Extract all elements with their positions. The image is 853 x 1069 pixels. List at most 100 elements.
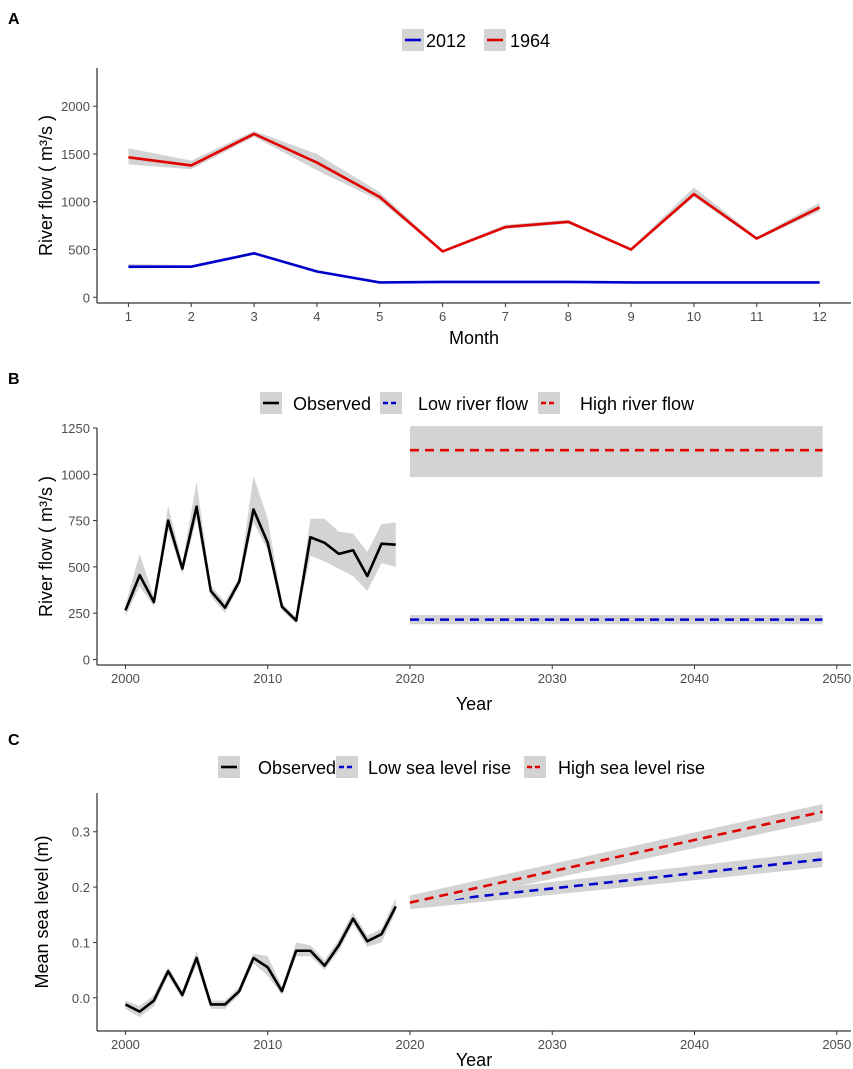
data-point [210, 1003, 212, 1005]
legend-label: High sea level rise [558, 758, 705, 778]
x-tick-label: 2010 [253, 1037, 282, 1052]
data-point [309, 536, 311, 538]
series-observed [124, 476, 397, 624]
data-point [441, 250, 443, 252]
y-axis-title: Mean sea level (m) [32, 835, 52, 988]
data-point [380, 543, 382, 545]
data-point [379, 196, 381, 198]
data-point [338, 553, 340, 555]
data-point [124, 1003, 126, 1005]
legend: 2012 1964 [402, 29, 550, 51]
legend-label: Observed [258, 758, 336, 778]
data-point [380, 933, 382, 935]
legend-label: 2012 [426, 31, 466, 51]
legend-label: Low river flow [418, 394, 529, 414]
data-point [181, 994, 183, 996]
data-point [395, 543, 397, 545]
data-point [316, 270, 318, 272]
data-point [441, 281, 443, 283]
y-tick-label: 0.0 [72, 991, 90, 1006]
x-tick-label: 2010 [253, 671, 282, 686]
data-point [253, 252, 255, 254]
data-point [630, 248, 632, 250]
data-point [821, 618, 823, 620]
y-tick-label: 500 [68, 560, 90, 575]
y-tick-label: 1500 [61, 147, 90, 162]
data-point [821, 449, 823, 451]
data-point [252, 957, 254, 959]
data-point [138, 574, 140, 576]
data-point [818, 281, 820, 283]
x-tick-label: 7 [502, 309, 509, 324]
series-line [128, 252, 820, 284]
data-point [195, 505, 197, 507]
x-tick-label: 2030 [538, 671, 567, 686]
x-tick-label: 2050 [822, 1037, 851, 1052]
data-point [756, 237, 758, 239]
y-tick-label: 0.3 [72, 825, 90, 840]
data-point [567, 281, 569, 283]
data-point [281, 990, 283, 992]
y-tick-label: 1000 [61, 467, 90, 482]
data-point [821, 858, 823, 860]
legend-label: 1964 [510, 31, 550, 51]
series-2012 [127, 251, 820, 284]
data-point [352, 917, 354, 919]
data-point [409, 901, 411, 903]
series-line [409, 810, 823, 904]
x-tick-label: 2040 [680, 1037, 709, 1052]
x-tick-label: 6 [439, 309, 446, 324]
data-point [138, 1010, 140, 1012]
data-point [153, 999, 155, 1001]
data-point [267, 542, 269, 544]
series-1964 [127, 131, 821, 253]
x-axis-title: Year [456, 1050, 492, 1069]
data-point [127, 156, 129, 158]
data-point [252, 508, 254, 510]
data-point [409, 618, 411, 620]
y-tick-label: 0.2 [72, 880, 90, 895]
data-point [127, 265, 129, 267]
data-point [693, 193, 695, 195]
data-point [253, 133, 255, 135]
x-axis-title: Year [456, 694, 492, 714]
data-point [409, 449, 411, 451]
data-point [309, 950, 311, 952]
y-axis-title: River flow ( m³/s ) [36, 476, 56, 617]
series-high-river-flow [409, 426, 823, 478]
data-point [504, 226, 506, 228]
x-tick-label: 2020 [396, 1037, 425, 1052]
series-line [409, 858, 823, 905]
data-point [630, 281, 632, 283]
x-tick-label: 11 [750, 309, 764, 324]
y-axis-title: River flow ( m³/s ) [36, 115, 56, 256]
x-tick-label: 1 [125, 309, 132, 324]
data-point [504, 281, 506, 283]
data-point [323, 964, 325, 966]
data-point [379, 281, 381, 283]
legend: Observed Low sea level rise High sea level… [218, 756, 705, 778]
legend-label: Observed [293, 394, 371, 414]
legend: Observed Low river flow High river flow [260, 392, 695, 414]
confidence-band [409, 851, 823, 910]
data-point [693, 281, 695, 283]
x-tick-label: 2 [188, 309, 195, 324]
data-point [395, 905, 397, 907]
series-low-river-flow [409, 615, 823, 625]
series-line [124, 905, 397, 1013]
legend-label: Low sea level rise [368, 758, 511, 778]
y-tick-label: 1250 [61, 421, 90, 436]
data-point [567, 221, 569, 223]
data-point [167, 970, 169, 972]
y-tick-label: 1000 [61, 195, 90, 210]
panel-b: B 0 250 500 750 1000 1250 2000 2010 2020 2030 2040 2… [8, 371, 851, 714]
data-point [295, 619, 297, 621]
x-tick-label: 2030 [538, 1037, 567, 1052]
panel-c: C 0.0 0.1 0.2 0.3 2000 2010 2020 2030 2040 2050 Yea… [8, 732, 851, 1069]
data-point [153, 601, 155, 603]
data-point [821, 811, 823, 813]
data-point [224, 606, 226, 608]
y-tick-label: 500 [68, 243, 90, 258]
x-tick-label: 9 [627, 309, 634, 324]
